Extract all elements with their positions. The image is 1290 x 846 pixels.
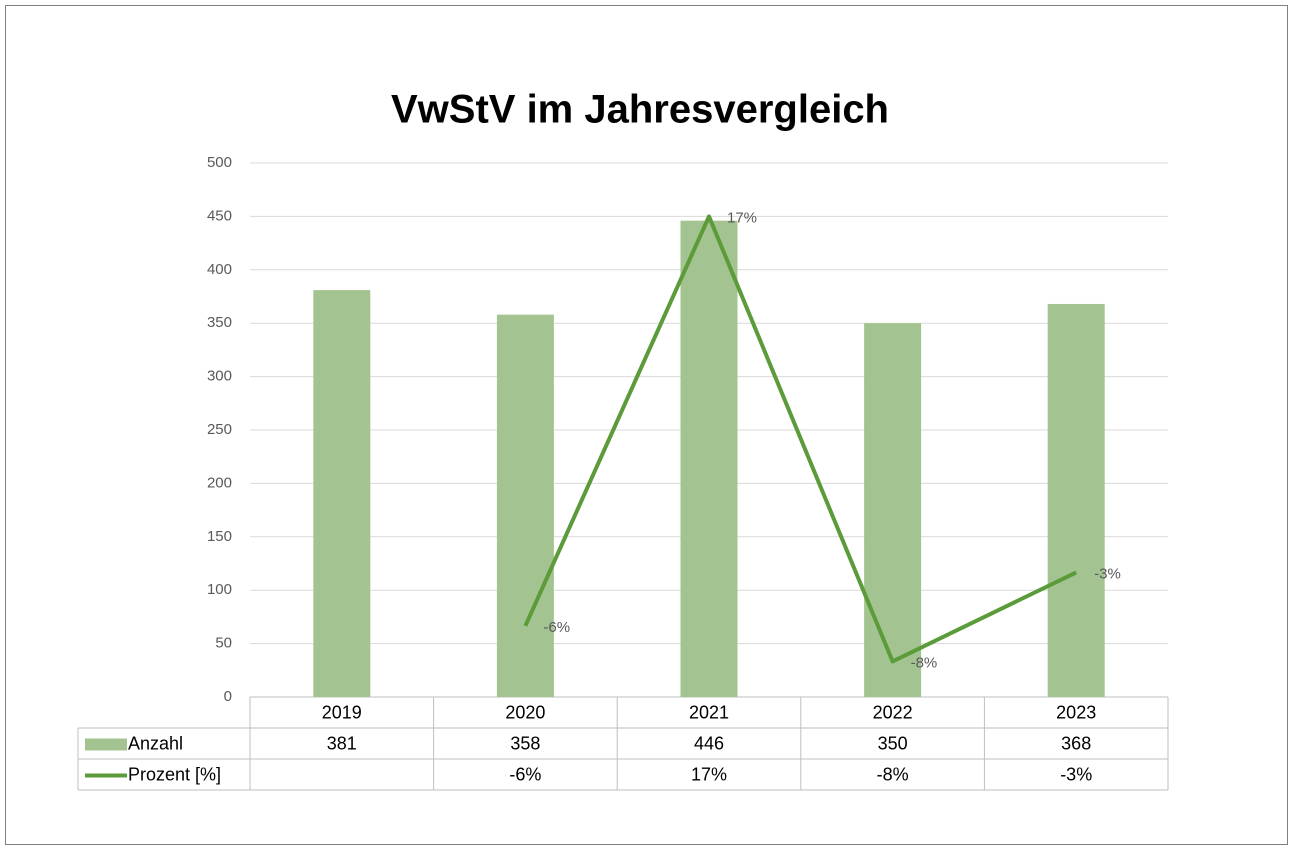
y-tick-label: 50 <box>215 635 232 652</box>
table-cell: 350 <box>878 733 908 753</box>
table-cell: -3% <box>1060 764 1092 784</box>
data-label: -8% <box>911 654 938 671</box>
table-cell: 381 <box>327 733 357 753</box>
bar <box>680 220 738 697</box>
data-label: -6% <box>543 619 570 636</box>
x-tick-label: 2021 <box>689 702 729 722</box>
y-tick-label: 400 <box>207 261 232 278</box>
legend-label: Prozent [%] <box>128 764 221 784</box>
y-tick-label: 0 <box>224 688 232 705</box>
x-tick-label: 2023 <box>1056 702 1096 722</box>
table-cell: -8% <box>877 764 909 784</box>
table-cell: 368 <box>1061 733 1091 753</box>
table-cell: 446 <box>694 733 724 753</box>
bar <box>496 314 554 697</box>
chart-title: VwStV im Jahresvergleich <box>391 88 889 132</box>
y-tick-label: 500 <box>207 154 232 171</box>
table-cell: 358 <box>510 733 540 753</box>
x-tick-label: 2019 <box>322 702 362 722</box>
bar <box>864 323 922 697</box>
y-tick-label: 250 <box>207 421 232 438</box>
line <box>523 214 1078 664</box>
data-label: -3% <box>1094 565 1121 582</box>
y-tick-label: 450 <box>207 207 232 224</box>
y-tick-label: 200 <box>207 474 232 491</box>
y-tick-label: 300 <box>207 368 232 385</box>
table-cell: 17% <box>691 764 727 784</box>
x-tick-label: 2022 <box>873 702 913 722</box>
legend-label: Anzahl <box>128 733 183 753</box>
legend-key <box>85 738 127 751</box>
y-tick-label: 150 <box>207 528 232 545</box>
x-tick-label: 2020 <box>505 702 545 722</box>
data-label: 17% <box>727 209 757 226</box>
y-tick-label: 350 <box>207 314 232 331</box>
y-tick-label: 100 <box>207 581 232 598</box>
table-cell: -6% <box>509 764 541 784</box>
bar <box>313 290 371 697</box>
bar <box>1047 303 1105 697</box>
